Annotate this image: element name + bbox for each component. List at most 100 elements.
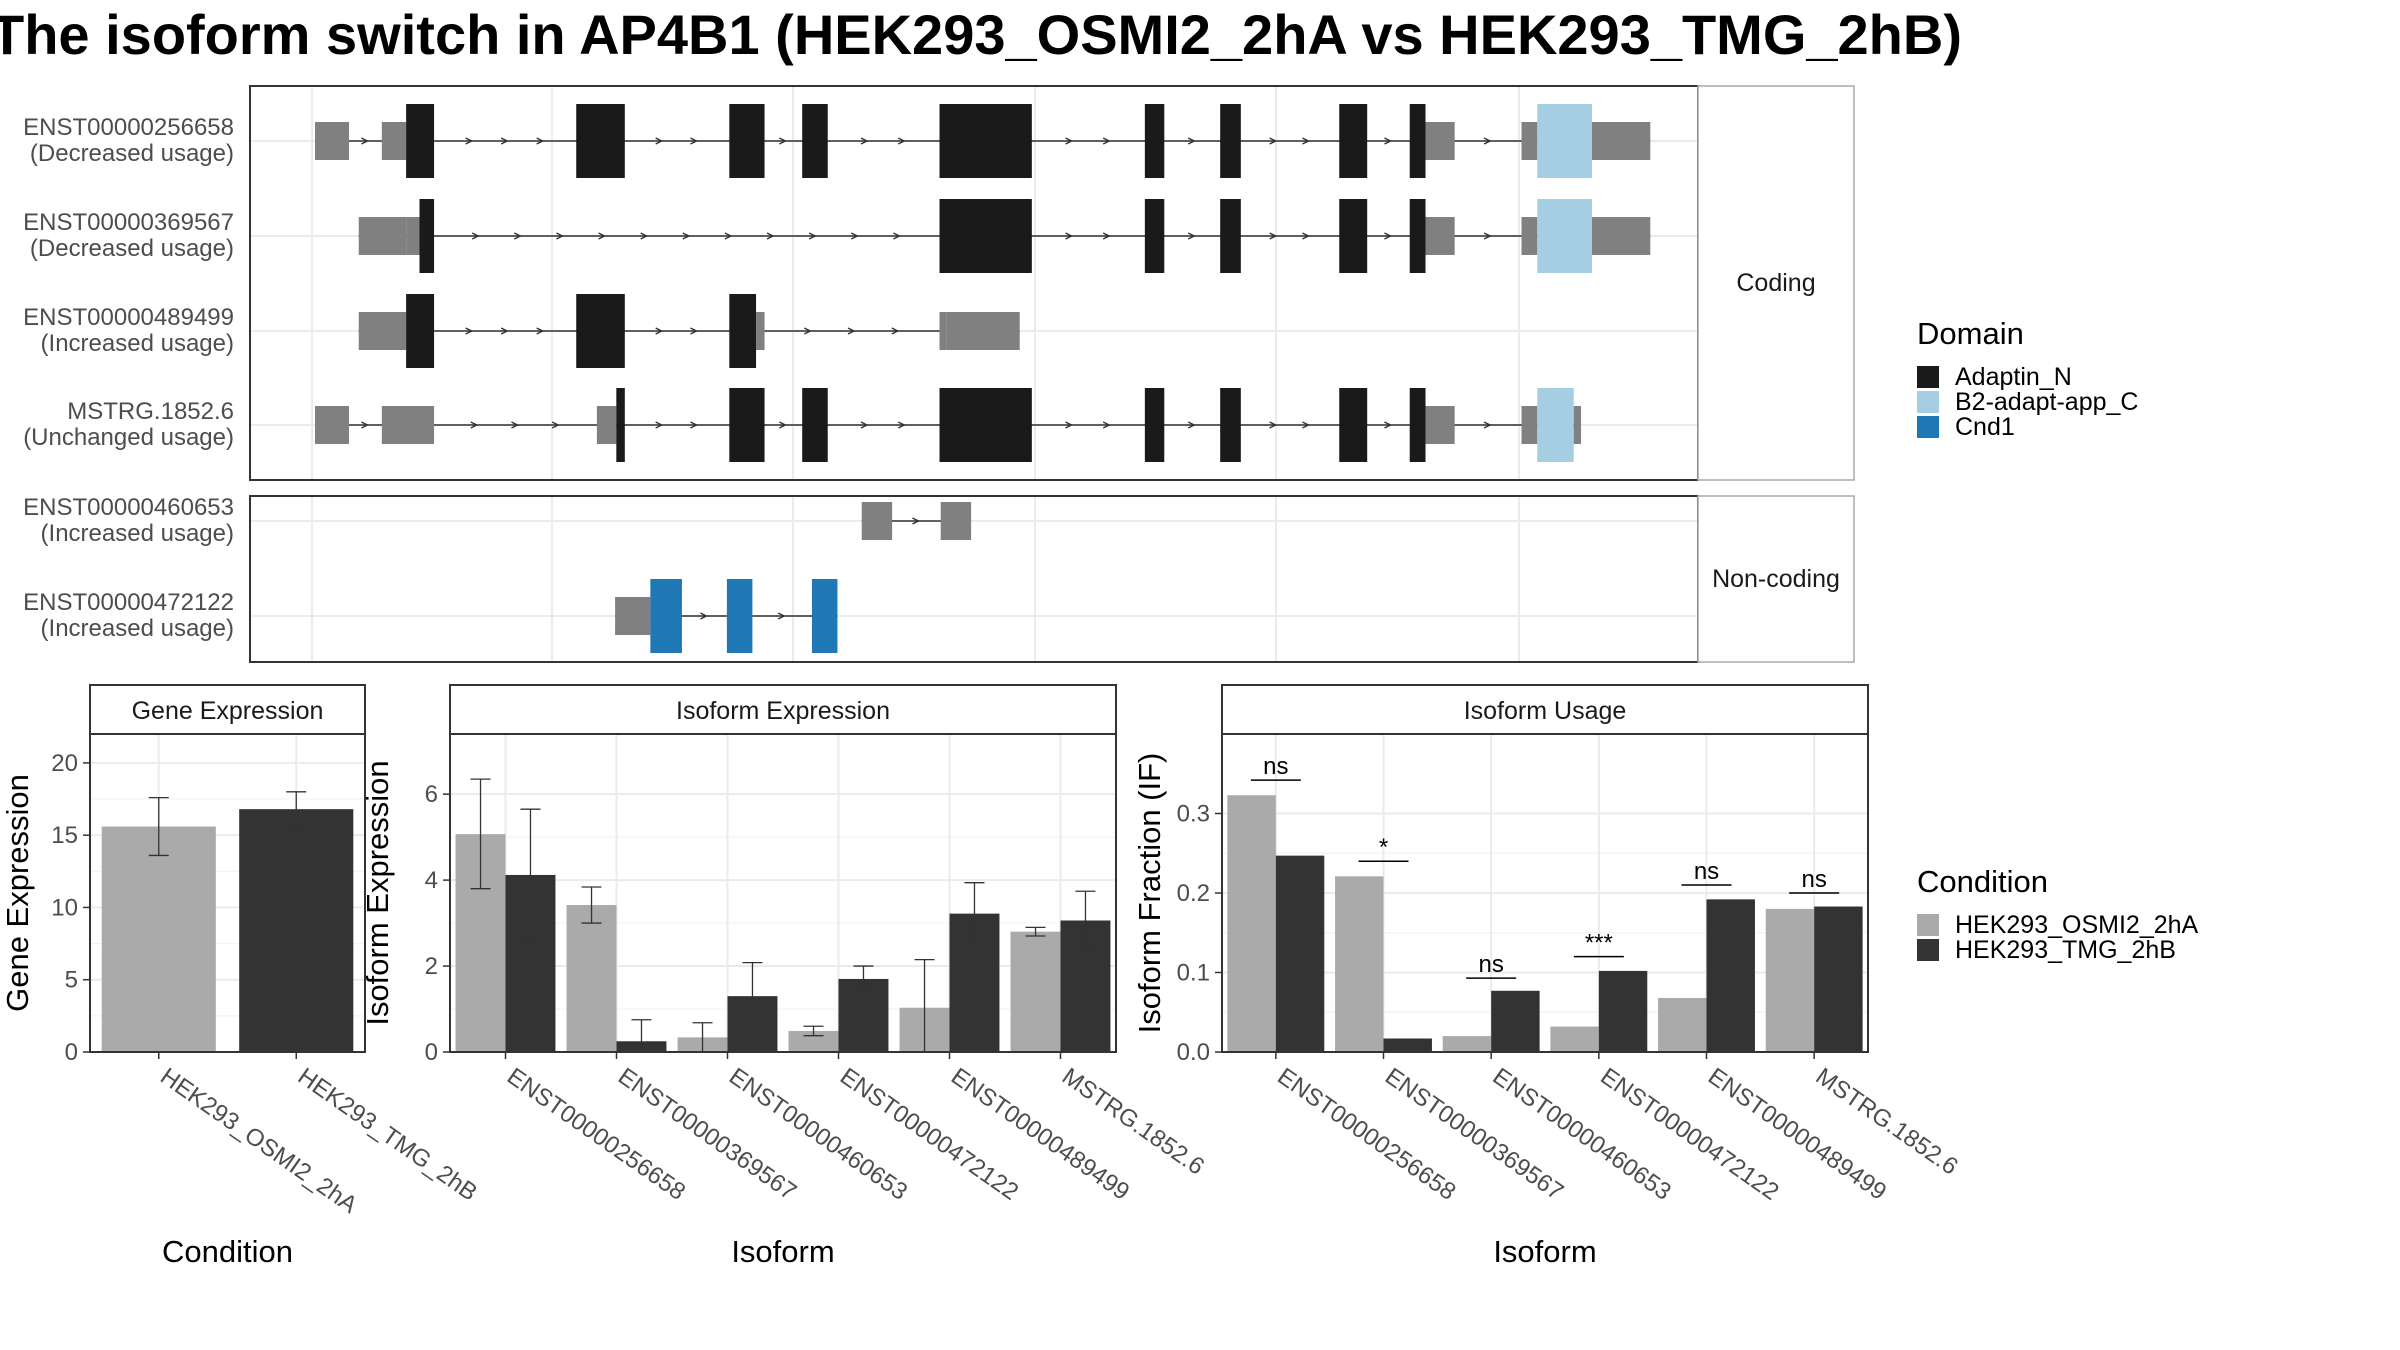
x-tick-label: ENST00000256658 <box>502 1063 690 1206</box>
intron-arrow <box>598 232 607 240</box>
intron-arrow <box>897 137 906 145</box>
bar <box>101 826 216 1052</box>
intron-arrow <box>513 232 522 240</box>
intron-arrow <box>847 327 856 335</box>
domain-exon <box>729 104 765 178</box>
intron-arrow <box>1302 137 1311 145</box>
legend-label: Adaptin_N <box>1955 363 2072 391</box>
intron-arrow <box>891 327 900 335</box>
transcript-id-label: ENST00000489499 <box>23 304 234 331</box>
intron-arrow <box>1102 232 1111 240</box>
utr-exon <box>358 217 407 255</box>
domain-exon <box>419 199 435 273</box>
legend-key <box>1917 914 1939 936</box>
intron-arrow <box>850 232 859 240</box>
y-tick-label: 2 <box>425 953 438 980</box>
utr-exon <box>1521 406 1538 444</box>
intron-arrow <box>1102 421 1111 429</box>
intron-arrow <box>1302 421 1311 429</box>
bar <box>1658 997 1707 1052</box>
transcript-id-label: MSTRG.1852.6 <box>67 398 234 425</box>
x-axis-title: Isoform <box>731 1234 834 1269</box>
coding-panel: ENST00000256658(Decreased usage)ENST0000… <box>23 85 1855 481</box>
intron-arrow <box>893 232 901 240</box>
intron-arrow <box>1384 421 1393 429</box>
utr-exon <box>861 502 893 540</box>
domain-exon <box>616 388 625 462</box>
utr-exon <box>1425 217 1455 255</box>
bar <box>1010 931 1061 1052</box>
chart-title: Isoform Usage <box>1464 697 1627 725</box>
intron-arrow <box>465 327 474 335</box>
intron-arrow <box>500 137 509 145</box>
bar <box>1765 908 1815 1052</box>
intron-arrow <box>690 421 699 429</box>
bar <box>1227 795 1276 1052</box>
utr-exon <box>756 312 765 350</box>
y-tick-label: 0.3 <box>1177 801 1210 828</box>
x-tick-label: ENST00000369567 <box>613 1063 801 1206</box>
intron-arrow <box>1384 137 1393 145</box>
utr-exon <box>315 122 350 160</box>
domain-exon <box>1144 199 1165 273</box>
intron-arrow <box>1269 232 1278 240</box>
intron-arrow <box>860 421 869 429</box>
legend-label: Cnd1 <box>1955 413 2015 441</box>
significance-label: * <box>1379 834 1388 861</box>
domain-exon <box>939 104 1032 178</box>
utr-exon <box>1521 217 1538 255</box>
intron-arrow <box>808 232 817 240</box>
y-tick-label: 0.2 <box>1177 880 1210 907</box>
intron-arrow <box>690 137 699 145</box>
x-tick-label: ENST00000489499 <box>1703 1063 1891 1206</box>
bar <box>1383 1038 1432 1052</box>
transcript-usage-label: (Increased usage) <box>41 520 234 547</box>
chart-title: Gene Expression <box>132 697 324 725</box>
intron-arrow <box>655 421 664 429</box>
utr-exon <box>1521 122 1538 160</box>
y-tick-label: 10 <box>51 894 78 921</box>
bar <box>1814 906 1863 1052</box>
transcript-ENST00000460653 <box>861 502 972 540</box>
y-tick-label: 0.1 <box>1177 960 1210 987</box>
utr-exon <box>1573 406 1582 444</box>
transcript-id-label: ENST00000256658 <box>23 114 234 141</box>
intron-arrow <box>471 232 480 240</box>
intron-arrow <box>1269 421 1278 429</box>
utr-exon <box>596 406 617 444</box>
domain-exon <box>1339 199 1368 273</box>
intron-arrow <box>551 421 560 429</box>
intron-arrow <box>1065 137 1074 145</box>
bar <box>1706 899 1755 1052</box>
legend-title: Domain <box>1917 316 2024 351</box>
intron-arrow <box>897 421 906 429</box>
domain-exon <box>1537 199 1592 273</box>
y-tick-label: 15 <box>51 822 78 849</box>
domain-exon <box>1339 388 1368 462</box>
intron-arrow <box>536 137 545 145</box>
intron-arrow <box>1102 137 1111 145</box>
transcript-id-label: ENST00000460653 <box>23 494 234 521</box>
y-tick-label: 20 <box>51 750 78 777</box>
transcript-ENST00000369567 <box>358 199 1651 273</box>
noncoding-label: Non-coding <box>1712 565 1840 593</box>
x-axis-title: Condition <box>162 1234 293 1269</box>
intron-arrow <box>536 327 545 335</box>
domain-exon <box>1220 388 1241 462</box>
intron-arrow <box>1269 137 1278 145</box>
bar <box>788 1030 839 1052</box>
domain-exon <box>729 388 765 462</box>
transcript-ENST00000489499 <box>358 294 1020 368</box>
facet-strip <box>449 684 1117 735</box>
significance-label: ns <box>1478 951 1503 978</box>
intron-arrow <box>1483 232 1492 240</box>
domain-exon <box>802 104 828 178</box>
intron-arrow <box>1065 232 1074 240</box>
domain-exon <box>939 199 1032 273</box>
bar <box>1335 876 1384 1052</box>
significance-label: *** <box>1585 930 1613 957</box>
panel-border <box>449 733 1117 1053</box>
domain-exon <box>1339 104 1368 178</box>
